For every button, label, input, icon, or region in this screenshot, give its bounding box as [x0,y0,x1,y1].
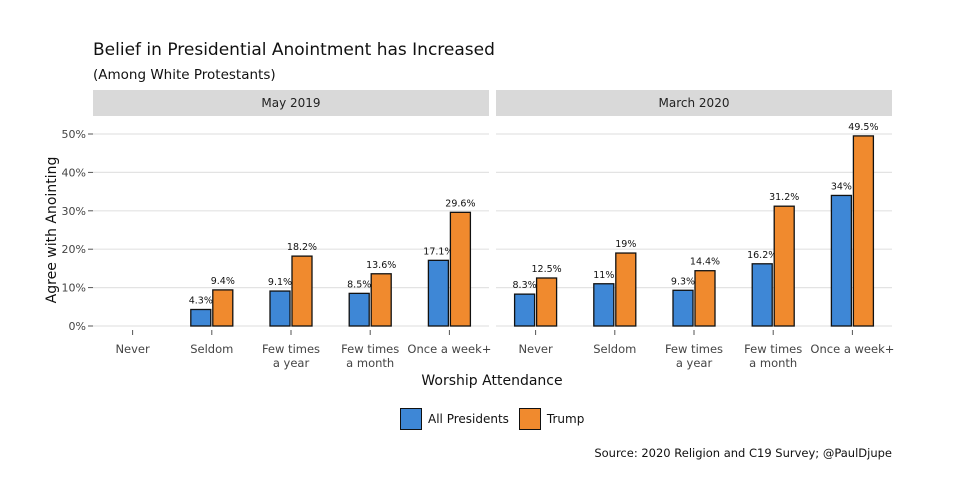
x-tick-label: a month [749,356,797,370]
data-label: 11% [593,270,614,281]
x-tick-label: Never [518,342,553,356]
bar-all-presidents [672,289,694,327]
data-label: 9.1% [268,277,292,288]
bar-trump [291,255,313,327]
data-label: 16.2% [747,250,777,261]
bar-all-presidents [348,292,370,327]
y-tick-label: 30% [62,205,86,218]
bar-trump [773,205,795,327]
data-label: 31.2% [769,192,799,203]
legend-item-all-presidents: All Presidents [400,408,509,430]
legend-swatch-trump [518,408,541,430]
data-label: 9.4% [211,276,235,287]
data-label: 49.5% [848,122,878,133]
bar-trump [615,252,637,327]
facet-strip-label: March 2020 [659,96,730,110]
x-tick-label: Once a week+ [810,342,894,356]
x-tick-label: Never [115,342,150,356]
data-label: 19% [615,239,636,250]
chart-subtitle: (Among White Protestants) [93,67,276,83]
bar-all-presidents [427,259,450,327]
source-caption: Source: 2020 Religion and C19 Survey; @P… [594,446,892,460]
bar-all-presidents [751,263,773,327]
data-label: 18.2% [287,242,317,253]
data-label: 17.1% [423,246,453,257]
facet-strip [496,90,892,116]
y-tick-label: 10% [62,282,86,295]
x-tick-label: a year [273,356,310,370]
x-axis-title: Worship Attendance [421,373,562,389]
bar-trump [852,135,875,327]
y-tick-label: 50% [62,128,86,141]
data-label: 13.6% [366,260,396,271]
bar-all-presidents [830,194,853,327]
data-label: 4.3% [189,295,213,306]
facet-strip [93,90,489,116]
x-tick-label: Seldom [190,342,233,356]
legend: All Presidents Trump [400,408,594,430]
x-tick-label: Few times [665,342,723,356]
x-tick-label: Few times [744,342,802,356]
legend-label-trump: Trump [546,412,585,426]
y-tick-label: 20% [62,243,86,256]
bar-all-presidents [269,290,291,327]
y-axis-title: Agree with Anointing [44,157,60,304]
y-tick-label: 40% [62,166,86,179]
data-label: 9.3% [671,276,695,287]
y-tick-label: 0% [69,320,86,333]
x-tick-label: Seldom [593,342,636,356]
bar-trump [212,289,234,327]
data-label: 12.5% [532,264,562,275]
data-label: 34% [831,181,852,192]
data-label: 14.4% [690,257,720,268]
x-tick-label: a month [346,356,394,370]
facet-strip-label: May 2019 [261,96,320,110]
bar-trump [535,277,558,327]
legend-swatch-all-presidents [400,408,422,430]
legend-item-trump: Trump [518,408,585,430]
chart-title: Belief in Presidential Anointment has In… [93,40,495,60]
bar-all-presidents [190,308,212,327]
bar-all-presidents [593,283,615,327]
x-tick-label: Once a week+ [407,342,491,356]
data-label: 8.5% [347,279,371,290]
x-tick-label: Few times [262,342,320,356]
bar-trump [449,211,472,327]
x-tick-label: Few times [341,342,399,356]
bar-all-presidents [513,293,536,327]
data-label: 8.3% [513,280,537,291]
bar-trump [370,273,392,327]
data-label: 29.6% [445,198,475,209]
x-tick-label: a year [676,356,713,370]
bar-trump [694,270,716,327]
legend-label-all-presidents: All Presidents [428,412,509,426]
